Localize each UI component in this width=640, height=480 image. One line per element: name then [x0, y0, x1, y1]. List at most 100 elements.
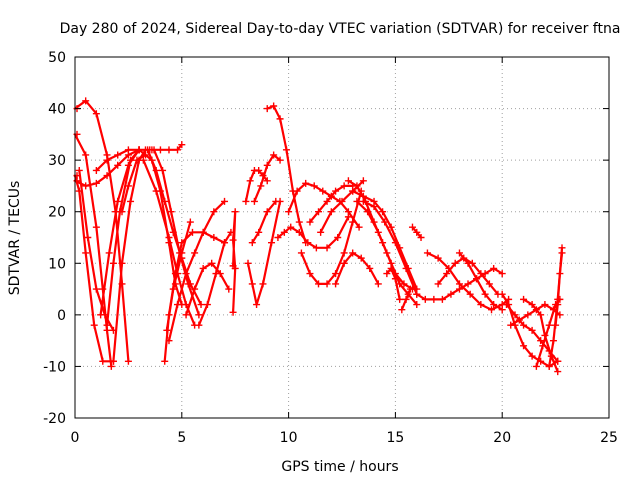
data-point	[210, 208, 218, 216]
data-point	[178, 141, 186, 149]
data-point	[515, 316, 523, 324]
series-arc-39	[408, 223, 425, 241]
data-point	[165, 146, 173, 154]
data-point	[191, 285, 199, 293]
x-tick-label: 5	[177, 430, 186, 446]
data-point	[349, 249, 357, 257]
series-arc-19	[182, 259, 233, 319]
data-point	[383, 249, 391, 257]
data-point	[464, 259, 472, 267]
data-point	[434, 280, 442, 288]
data-point	[268, 239, 276, 247]
data-point	[344, 177, 352, 185]
data-point	[357, 254, 365, 262]
ticks: -20 -10 0 10 20 30 40 50 0 5 10 15 20 25	[43, 50, 618, 446]
data-point	[246, 177, 254, 185]
series-line	[385, 267, 401, 301]
data-point	[293, 187, 301, 195]
series-arc-01	[73, 97, 132, 365]
data-point	[413, 290, 421, 298]
data-point	[340, 259, 348, 267]
data-point	[498, 270, 506, 278]
data-point	[438, 295, 446, 303]
series-line	[300, 190, 363, 285]
y-tick-label: 0	[57, 308, 66, 324]
series-arc-50	[552, 249, 566, 329]
series-arc-22	[242, 166, 271, 205]
data-point	[161, 357, 169, 365]
data-point	[315, 280, 323, 288]
data-point	[103, 321, 111, 329]
data-point	[253, 301, 261, 309]
data-point	[285, 208, 293, 216]
series-arc-33	[349, 187, 421, 293]
data-point	[552, 321, 560, 329]
data-point	[280, 228, 288, 236]
data-point	[421, 295, 429, 303]
data-point	[248, 280, 256, 288]
data-point	[349, 187, 357, 195]
data-point	[242, 197, 250, 205]
data-point	[152, 187, 160, 195]
data-point	[402, 264, 410, 272]
data-point	[248, 239, 256, 247]
data-point	[139, 156, 147, 164]
data-point	[231, 208, 239, 216]
data-point	[387, 264, 395, 272]
data-point	[184, 280, 192, 288]
data-point	[109, 357, 117, 365]
data-point	[359, 197, 367, 205]
data-point	[558, 249, 566, 257]
series-arc-05	[75, 166, 117, 334]
data-point	[92, 179, 100, 187]
data-point	[270, 151, 278, 159]
x-tick-label: 20	[493, 430, 511, 446]
series-arc-23	[244, 197, 284, 309]
data-point	[92, 285, 100, 293]
data-point	[210, 234, 218, 241]
data-point	[182, 270, 190, 278]
series-line	[251, 200, 277, 244]
data-point	[195, 311, 203, 319]
data-point	[203, 301, 211, 309]
data-point	[263, 105, 271, 113]
series-line	[554, 251, 564, 327]
data-point	[304, 239, 312, 247]
data-point	[133, 156, 141, 164]
data-point	[490, 264, 498, 272]
series-line	[120, 153, 147, 213]
series-arc-21	[229, 208, 239, 316]
series-line	[152, 148, 200, 316]
data-point	[197, 301, 205, 309]
data-point	[276, 156, 284, 164]
data-point	[159, 166, 167, 174]
data-point	[99, 357, 107, 365]
series-arc-24	[250, 151, 284, 205]
data-point	[353, 197, 361, 205]
data-point	[105, 249, 113, 257]
data-point	[488, 306, 496, 314]
data-point	[417, 234, 425, 241]
series-arc-34	[353, 197, 416, 293]
data-point	[255, 166, 263, 174]
data-point	[124, 182, 132, 190]
x-tick-label: 0	[71, 430, 80, 446]
y-axis-label: SDTVAR / TECUs	[7, 181, 23, 296]
data-point	[485, 280, 493, 288]
data-point	[186, 218, 194, 226]
x-tick-label: 25	[600, 430, 618, 446]
data-point	[263, 177, 271, 185]
x-tick-label: 15	[386, 430, 404, 446]
data-point	[82, 97, 90, 105]
plot-frame	[74, 56, 610, 419]
data-point	[537, 311, 545, 319]
data-point	[114, 161, 122, 169]
data-point	[188, 228, 196, 236]
data-point	[379, 208, 387, 216]
data-point	[323, 244, 331, 252]
data-point	[413, 228, 421, 236]
data-point	[528, 352, 536, 360]
data-point	[287, 223, 295, 231]
data-point	[297, 249, 305, 257]
data-point	[332, 270, 340, 278]
